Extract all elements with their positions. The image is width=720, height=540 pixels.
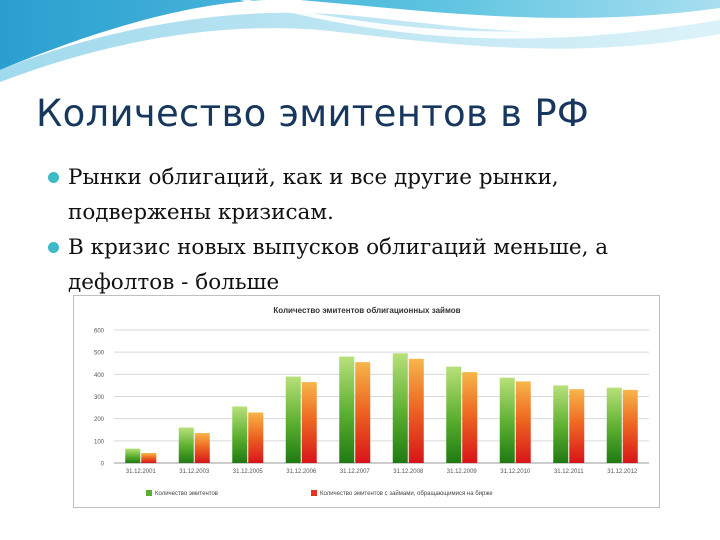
bar-issuers-exchange [622,389,638,463]
bar-issuers [553,385,569,463]
y-tick-label: 600 [94,329,105,335]
chart-container: Количество эмитентов облигационных займо… [73,295,660,508]
y-tick-label: 0 [101,462,105,468]
chart-title: Количество эмитентов облигационных займо… [273,306,460,315]
bar-issuers-exchange [248,412,264,463]
bar-issuers-exchange [515,381,531,463]
legend-swatch [146,490,152,496]
y-tick-label: 100 [94,439,105,445]
bar-issuers-exchange [301,382,317,463]
bullet-dot-icon [48,242,59,253]
x-tick-label: 31.12.2006 [286,469,317,475]
x-tick-label: 31.12.2005 [233,469,264,475]
legend-label: Количество эмитентов [155,491,218,497]
legend-swatch [311,490,317,496]
x-tick-label: 31.12.2009 [447,469,478,475]
bar-issuers [125,448,141,463]
bar-issuers-exchange [141,453,157,463]
x-tick-label: 31.12.2008 [393,469,424,475]
bar-issuers [232,406,248,463]
x-tick-label: 31.12.2012 [607,469,638,475]
bullet-list: Рынки облигаций, как и все другие рынки,… [46,160,686,300]
bar-issuers [392,353,408,463]
bullet-dot-icon [48,172,59,183]
bar-issuers [446,366,462,463]
bar-issuers [339,356,355,463]
bar-issuers-exchange [462,372,478,463]
bullet-item: Рынки облигаций, как и все другие рынки,… [46,160,686,230]
bar-issuers [178,427,194,463]
y-tick-label: 200 [94,417,105,423]
bar-issuers-exchange [569,389,585,463]
bar-issuers-exchange [408,358,424,463]
y-tick-label: 400 [94,373,105,379]
x-tick-label: 31.12.2007 [340,469,371,475]
x-tick-label: 31.12.2003 [179,469,210,475]
bullet-text: В кризис новых выпусков облигаций меньше… [68,235,609,295]
y-tick-label: 300 [94,395,105,401]
x-tick-label: 31.12.2001 [126,469,157,475]
bullet-text: Рынки облигаций, как и все другие рынки,… [68,165,559,225]
bar-issuers [499,377,515,463]
bullet-item: В кризис новых выпусков облигаций меньше… [46,230,686,300]
legend-label: Количество эмитентов с займами, обращающ… [320,490,493,497]
x-tick-label: 31.12.2011 [554,469,584,475]
x-tick-label: 31.12.2010 [500,469,531,475]
bar-issuers [285,376,301,463]
bar-issuers-exchange [194,433,210,463]
decorative-banner [0,0,720,82]
slide-title: Количество эмитентов в РФ [36,92,590,135]
bar-issuers [606,387,622,463]
bar-chart: Количество эмитентов облигационных займо… [94,306,649,497]
y-tick-label: 500 [94,351,105,357]
bar-issuers-exchange [355,362,371,463]
